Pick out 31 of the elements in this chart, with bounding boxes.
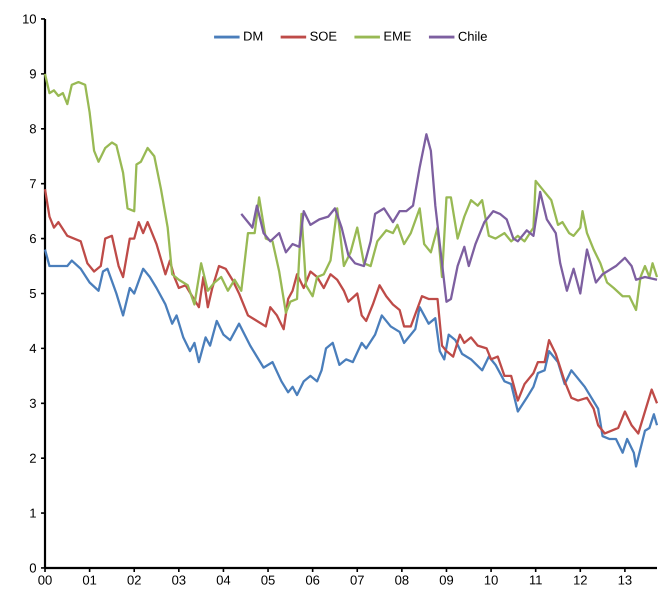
x-tick-label: 13: [618, 575, 632, 585]
y-tick-label: 6: [30, 234, 36, 244]
y-tick-label: 3: [30, 398, 36, 408]
y-tick-label: 8: [30, 124, 36, 134]
x-tick-label: 04: [216, 575, 230, 585]
x-tick-label: 11: [530, 575, 542, 584]
x-tick-label: 00: [38, 575, 52, 585]
legend-label: DM: [244, 32, 262, 41]
x-tick-label: 08: [395, 575, 408, 585]
x-tick-label: 12: [574, 575, 587, 585]
x-tick-label: 03: [172, 575, 186, 585]
legend-label: Chile: [458, 31, 487, 41]
x-tick-label: 06: [306, 575, 320, 585]
y-tick-label: 5: [30, 288, 36, 298]
y-tick-label: 2: [30, 454, 36, 463]
x-tick-label: 01: [82, 575, 96, 585]
y-tick-label: 1: [30, 508, 36, 518]
x-tick-label: 07: [350, 575, 364, 585]
x-tick-label: 02: [128, 575, 141, 585]
legend-label: EME: [384, 32, 411, 41]
x-tick-label: 09: [440, 575, 454, 585]
x-tick-label: 05: [261, 575, 275, 585]
y-tick-label: 0: [30, 563, 36, 573]
x-tick-label: 10: [484, 575, 498, 585]
line-series: [44, 72, 658, 314]
y-tick-label: 4: [30, 344, 36, 353]
y-tick-label: 9: [30, 69, 36, 78]
legend-label: SOE: [310, 32, 336, 41]
y-tick-label: 10: [23, 14, 36, 24]
line-series: [240, 133, 658, 303]
y-tick-label: 7: [30, 179, 36, 188]
